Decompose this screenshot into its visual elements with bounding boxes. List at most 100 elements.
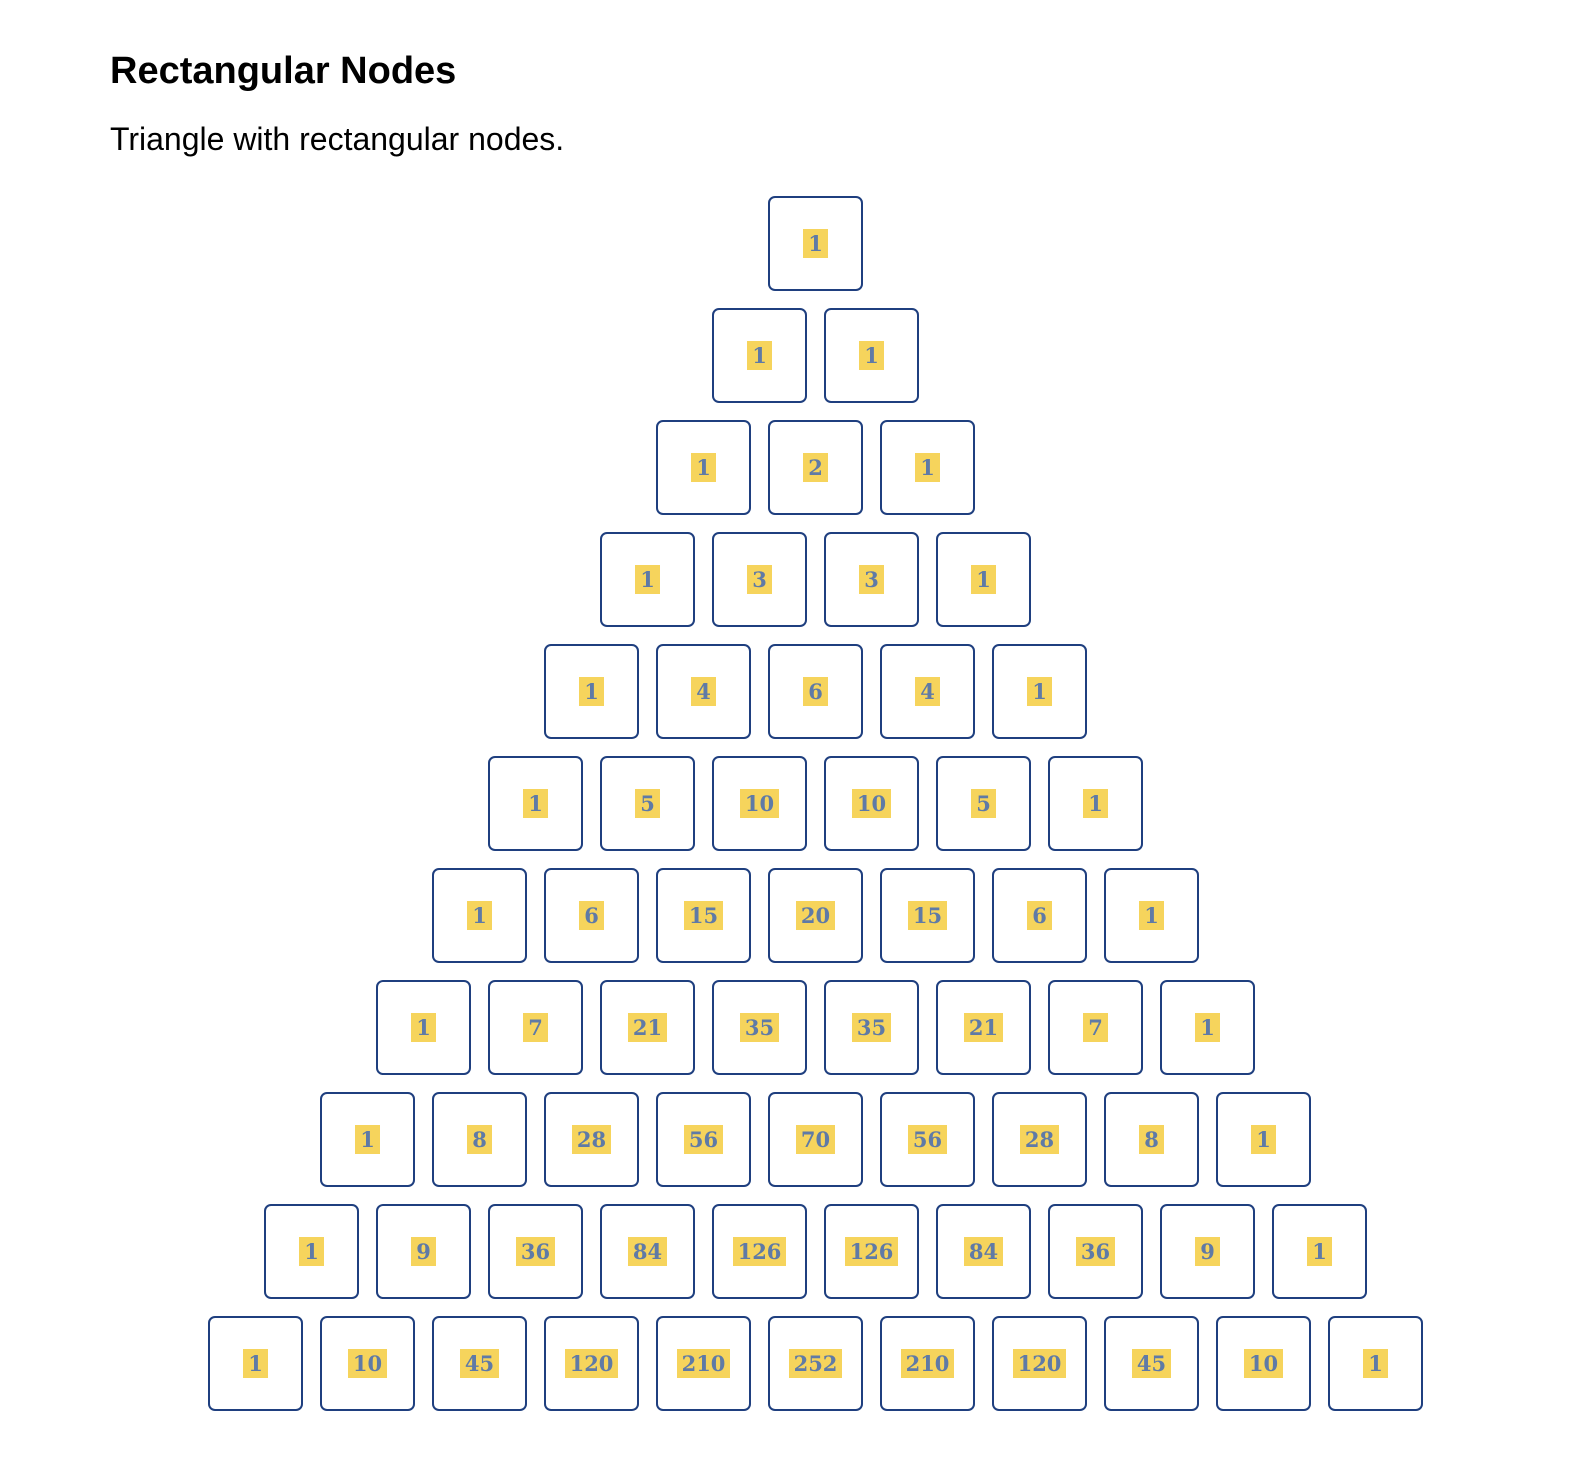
triangle-node: 20 [768, 868, 863, 963]
triangle-node: 45 [432, 1316, 527, 1411]
triangle-node: 21 [936, 980, 1031, 1075]
triangle-node: 15 [880, 868, 975, 963]
triangle-node: 1 [880, 420, 975, 515]
node-value: 1 [1083, 789, 1108, 818]
node-value: 1 [803, 229, 828, 258]
node-value: 1 [1027, 677, 1052, 706]
triangle-node: 28 [992, 1092, 1087, 1187]
triangle-node: 3 [712, 532, 807, 627]
node-value: 10 [347, 1349, 388, 1378]
triangle-node: 1 [1272, 1204, 1367, 1299]
node-value: 21 [627, 1013, 668, 1042]
triangle-node: 1 [600, 532, 695, 627]
node-value: 1 [1139, 901, 1164, 930]
node-value: 20 [795, 901, 836, 930]
triangle-node: 1 [992, 644, 1087, 739]
node-value: 210 [676, 1349, 731, 1378]
triangle-node: 9 [1160, 1204, 1255, 1299]
triangle-node: 210 [656, 1316, 751, 1411]
node-value: 56 [683, 1125, 724, 1154]
triangle-node: 28 [544, 1092, 639, 1187]
page-description: Triangle with rectangular nodes. [110, 121, 565, 157]
triangle-node: 4 [656, 644, 751, 739]
node-value: 126 [732, 1237, 787, 1266]
node-value: 1 [1195, 1013, 1220, 1042]
node-value: 70 [795, 1125, 836, 1154]
node-value: 45 [459, 1349, 500, 1378]
triangle-node: 5 [600, 756, 695, 851]
node-value: 4 [691, 677, 716, 706]
node-value: 3 [859, 565, 884, 594]
triangle-node: 56 [880, 1092, 975, 1187]
node-value: 7 [523, 1013, 548, 1042]
node-value: 7 [1083, 1013, 1108, 1042]
node-value: 1 [355, 1125, 380, 1154]
triangle-node: 1 [824, 308, 919, 403]
triangle-node: 1 [1104, 868, 1199, 963]
triangle-node: 15 [656, 868, 751, 963]
node-value: 6 [1027, 901, 1052, 930]
node-value: 252 [788, 1349, 843, 1378]
node-value: 8 [1139, 1125, 1164, 1154]
triangle-node: 120 [992, 1316, 1087, 1411]
triangle-node: 1 [712, 308, 807, 403]
triangle-node: 210 [880, 1316, 975, 1411]
node-value: 10 [739, 789, 780, 818]
triangle-node: 2 [768, 420, 863, 515]
node-value: 210 [900, 1349, 955, 1378]
node-value: 120 [1012, 1349, 1067, 1378]
node-value: 5 [971, 789, 996, 818]
triangle-node: 1 [656, 420, 751, 515]
triangle-node: 6 [992, 868, 1087, 963]
node-value: 35 [851, 1013, 892, 1042]
triangle-node: 8 [1104, 1092, 1199, 1187]
triangle-node: 84 [936, 1204, 1031, 1299]
node-value: 120 [564, 1349, 619, 1378]
triangle-node: 35 [824, 980, 919, 1075]
node-value: 1 [691, 453, 716, 482]
node-value: 1 [411, 1013, 436, 1042]
node-value: 3 [747, 565, 772, 594]
node-value: 56 [907, 1125, 948, 1154]
triangle-node: 5 [936, 756, 1031, 851]
node-value: 5 [635, 789, 660, 818]
triangle-node: 10 [1216, 1316, 1311, 1411]
node-value: 1 [523, 789, 548, 818]
triangle-node: 4 [880, 644, 975, 739]
node-value: 9 [1195, 1237, 1220, 1266]
triangle-node: 1 [376, 980, 471, 1075]
triangle-node: 1 [432, 868, 527, 963]
triangle-node: 35 [712, 980, 807, 1075]
triangle-node: 10 [712, 756, 807, 851]
triangle-node: 1 [1160, 980, 1255, 1075]
page-title: Rectangular Nodes [110, 50, 457, 92]
node-value: 126 [844, 1237, 899, 1266]
triangle-node: 1 [936, 532, 1031, 627]
node-value: 28 [571, 1125, 612, 1154]
node-value: 1 [1307, 1237, 1332, 1266]
triangle-node: 120 [544, 1316, 639, 1411]
node-value: 1 [915, 453, 940, 482]
node-value: 6 [579, 901, 604, 930]
triangle-node: 36 [488, 1204, 583, 1299]
triangle-node: 7 [488, 980, 583, 1075]
node-value: 4 [915, 677, 940, 706]
node-value: 10 [1243, 1349, 1284, 1378]
node-value: 28 [1019, 1125, 1060, 1154]
node-value: 1 [467, 901, 492, 930]
triangle-node: 9 [376, 1204, 471, 1299]
node-value: 10 [851, 789, 892, 818]
triangle-node: 10 [320, 1316, 415, 1411]
node-value: 35 [739, 1013, 780, 1042]
node-value: 1 [1363, 1349, 1388, 1378]
node-value: 2 [803, 453, 828, 482]
triangle-node: 7 [1048, 980, 1143, 1075]
triangle-node: 1 [1328, 1316, 1423, 1411]
node-value: 1 [635, 565, 660, 594]
triangle-node: 1 [208, 1316, 303, 1411]
triangle-node: 1 [1216, 1092, 1311, 1187]
triangle-node: 1 [1048, 756, 1143, 851]
node-value: 1 [859, 341, 884, 370]
node-value: 84 [963, 1237, 1004, 1266]
